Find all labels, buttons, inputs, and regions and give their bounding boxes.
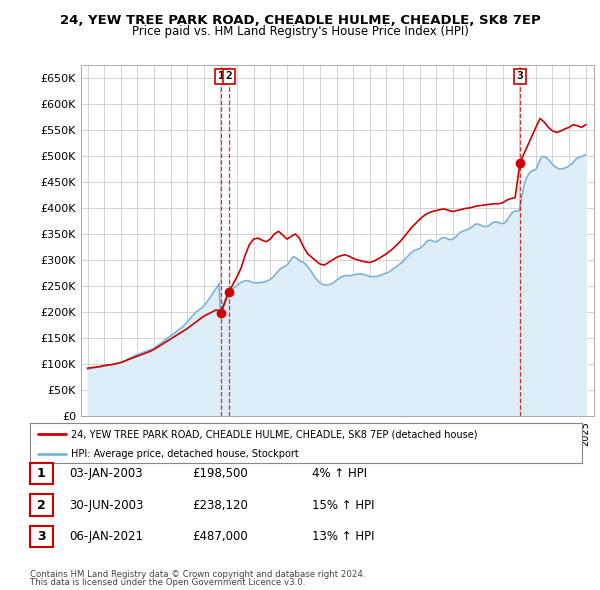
Text: This data is licensed under the Open Government Licence v3.0.: This data is licensed under the Open Gov… [30, 578, 305, 587]
Text: £238,120: £238,120 [192, 499, 248, 512]
Text: 1: 1 [218, 71, 224, 81]
Text: 1: 1 [37, 467, 46, 480]
Text: 13% ↑ HPI: 13% ↑ HPI [312, 530, 374, 543]
Text: Price paid vs. HM Land Registry's House Price Index (HPI): Price paid vs. HM Land Registry's House … [131, 25, 469, 38]
Text: 3: 3 [37, 530, 46, 543]
Text: 24, YEW TREE PARK ROAD, CHEADLE HULME, CHEADLE, SK8 7EP (detached house): 24, YEW TREE PARK ROAD, CHEADLE HULME, C… [71, 430, 478, 440]
Text: 15% ↑ HPI: 15% ↑ HPI [312, 499, 374, 512]
Text: 3: 3 [517, 71, 523, 81]
Text: £487,000: £487,000 [192, 530, 248, 543]
Text: £198,500: £198,500 [192, 467, 248, 480]
Text: 4% ↑ HPI: 4% ↑ HPI [312, 467, 367, 480]
Text: 2: 2 [37, 499, 46, 512]
Text: 30-JUN-2003: 30-JUN-2003 [69, 499, 143, 512]
Text: 2: 2 [226, 71, 232, 81]
Text: 24, YEW TREE PARK ROAD, CHEADLE HULME, CHEADLE, SK8 7EP: 24, YEW TREE PARK ROAD, CHEADLE HULME, C… [59, 14, 541, 27]
Text: HPI: Average price, detached house, Stockport: HPI: Average price, detached house, Stoc… [71, 450, 299, 460]
Text: 03-JAN-2003: 03-JAN-2003 [69, 467, 143, 480]
Text: 06-JAN-2021: 06-JAN-2021 [69, 530, 143, 543]
Text: Contains HM Land Registry data © Crown copyright and database right 2024.: Contains HM Land Registry data © Crown c… [30, 571, 365, 579]
